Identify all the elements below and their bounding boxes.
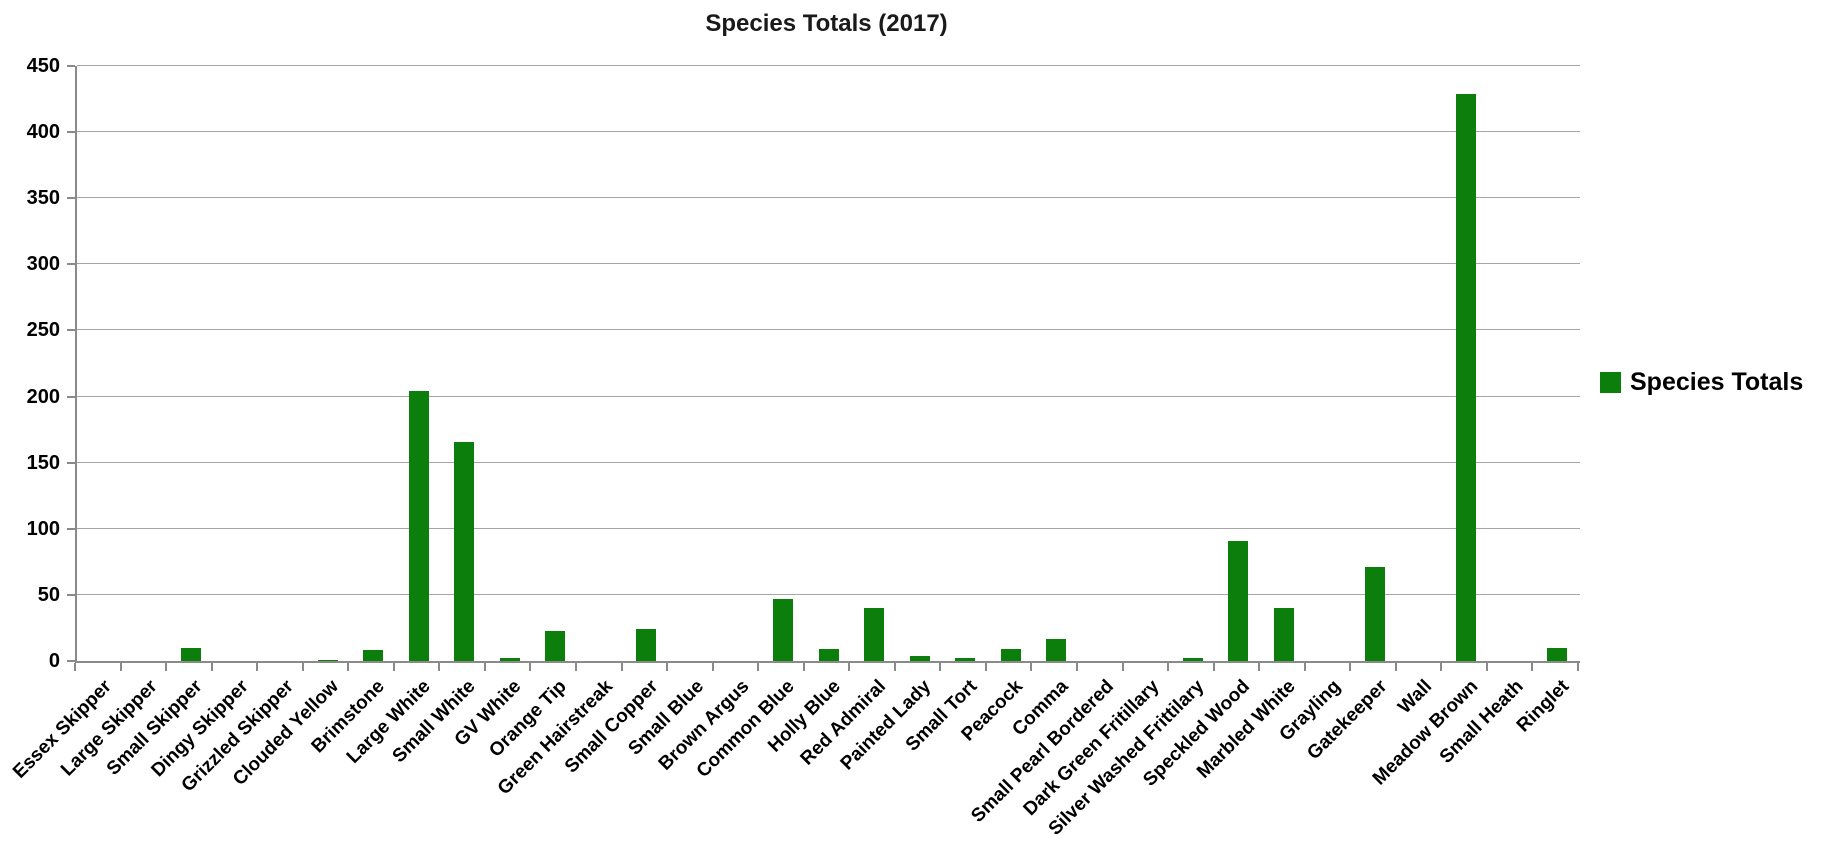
x-tick-mark <box>301 663 304 671</box>
gridline-350 <box>77 197 1580 199</box>
x-tick-mark <box>438 663 441 671</box>
x-tick-mark <box>1030 663 1033 671</box>
gridline-400 <box>77 131 1580 133</box>
bar-clouded-yellow <box>317 659 338 661</box>
bar-silver-washed-frittilary <box>1182 658 1203 661</box>
x-tick-mark <box>711 663 714 671</box>
bar-orange-tip <box>545 630 566 661</box>
bar-small-tort <box>955 658 976 661</box>
y-tick-label: 250 <box>26 319 60 342</box>
y-tick-mark <box>67 197 75 200</box>
y-tick-mark <box>67 593 75 596</box>
gridline-450 <box>77 65 1580 66</box>
x-axis-labels: Essex Skipper Large Skipper Small Skipper D… <box>9 672 1578 849</box>
y-tick-mark <box>67 263 75 266</box>
gridline-50 <box>77 593 1580 595</box>
bar-speckled-wood <box>1228 540 1249 661</box>
bar-large-white <box>408 391 429 661</box>
x-tick-mark <box>256 663 259 671</box>
x-tick-mark <box>210 663 213 671</box>
y-tick-mark <box>67 527 75 530</box>
x-tick-mark <box>1349 663 1352 671</box>
y-tick-mark <box>67 65 75 67</box>
x-tick-mark <box>529 663 532 671</box>
bar-meadow-brown <box>1456 93 1477 661</box>
legend: Species Totals <box>1600 368 1803 397</box>
x-tick-mark <box>1394 663 1397 671</box>
y-tick-mark <box>67 461 75 464</box>
bar-common-blue <box>772 598 793 661</box>
x-tick-mark <box>1121 663 1124 671</box>
y-tick-label: 150 <box>26 451 60 474</box>
bar-gv-white <box>499 658 520 661</box>
x-tick-mark <box>893 663 896 671</box>
y-tick-label: 400 <box>26 121 60 144</box>
gridline-150 <box>77 461 1580 463</box>
y-tick-mark <box>67 395 75 398</box>
gridline-100 <box>77 527 1580 529</box>
y-tick-label: 300 <box>26 253 60 276</box>
gridline-250 <box>77 329 1580 331</box>
x-tick-mark <box>1167 663 1170 671</box>
bar-peacock <box>1000 649 1021 661</box>
gridline-200 <box>77 395 1580 397</box>
y-tick-label: 200 <box>26 385 60 408</box>
bar-small-skipper <box>180 647 201 661</box>
bar-brimstone <box>363 650 384 661</box>
y-tick-label: 50 <box>37 583 60 606</box>
x-tick-mark <box>848 663 851 671</box>
bar-ringlet <box>1547 647 1568 661</box>
x-tick-mark <box>757 663 760 671</box>
x-tick-mark <box>1531 663 1534 671</box>
x-tick-mark <box>392 663 395 671</box>
y-tick-mark <box>67 131 75 134</box>
bar-red-admiral <box>864 608 885 661</box>
legend-swatch-icon <box>1600 372 1621 393</box>
x-tick-mark <box>1212 663 1215 671</box>
x-tick-mark <box>483 663 486 671</box>
y-tick-mark <box>67 329 75 332</box>
bar-gatekeeper <box>1365 567 1386 661</box>
x-tick-mark <box>1440 663 1443 671</box>
y-tick-mark <box>67 660 75 662</box>
x-tick-mark <box>1303 663 1306 671</box>
y-tick-label: 0 <box>48 650 60 672</box>
x-tick-mark <box>939 663 942 671</box>
x-tick-mark <box>74 663 76 671</box>
x-tick-mark <box>620 663 623 671</box>
x-tick-mark <box>1485 663 1488 671</box>
y-axis-labels: 0 50 100 150 200 250 300 350 400 450 <box>0 55 60 672</box>
chart-title: Species Totals (2017) <box>705 10 948 37</box>
bar-painted-lady <box>909 655 930 661</box>
bar-comma <box>1046 638 1067 661</box>
x-tick-mark <box>575 663 577 671</box>
bar-small-white <box>454 441 475 661</box>
x-tick-mark <box>347 663 350 671</box>
legend-label: Species Totals <box>1630 368 1804 396</box>
bar-small-copper <box>636 629 657 661</box>
x-tick-mark <box>119 663 122 671</box>
x-tick-mark <box>984 663 987 671</box>
x-tick-mark <box>1258 663 1261 671</box>
x-tick-mark <box>802 663 805 671</box>
x-tick-mark <box>666 663 669 671</box>
x-tick-mark <box>1076 663 1078 671</box>
y-tick-label: 350 <box>26 187 60 210</box>
plot-area <box>75 65 1580 663</box>
bar-marbled-white <box>1273 608 1294 661</box>
x-tick-mark <box>165 663 168 671</box>
y-tick-label: 450 <box>26 55 60 77</box>
bar-holly-blue <box>818 649 839 661</box>
y-tick-label: 100 <box>26 517 60 540</box>
gridline-300 <box>77 263 1580 265</box>
x-tick-mark <box>1577 663 1579 671</box>
